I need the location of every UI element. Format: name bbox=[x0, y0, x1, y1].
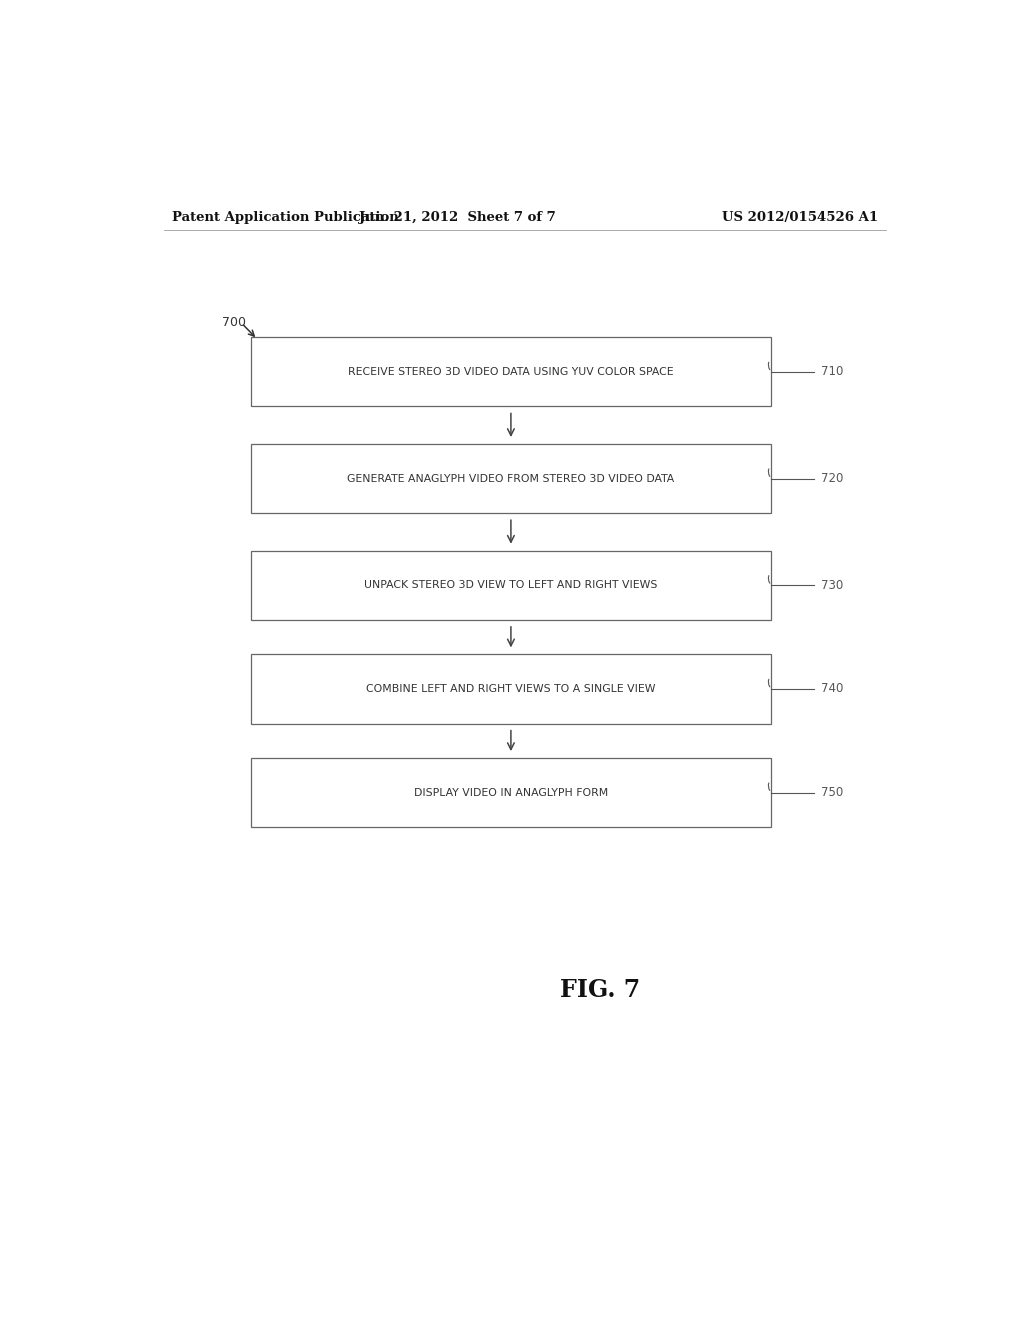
Bar bbox=[251, 655, 771, 723]
Text: FIG. 7: FIG. 7 bbox=[560, 978, 640, 1002]
Bar bbox=[251, 444, 771, 513]
Text: RECEIVE STEREO 3D VIDEO DATA USING YUV COLOR SPACE: RECEIVE STEREO 3D VIDEO DATA USING YUV C… bbox=[348, 367, 674, 376]
Text: 720: 720 bbox=[821, 473, 843, 484]
Text: 730: 730 bbox=[821, 578, 843, 591]
Bar bbox=[251, 338, 771, 407]
Text: 710: 710 bbox=[821, 366, 843, 379]
Bar bbox=[251, 758, 771, 828]
Text: 750: 750 bbox=[821, 787, 843, 799]
Text: GENERATE ANAGLYPH VIDEO FROM STEREO 3D VIDEO DATA: GENERATE ANAGLYPH VIDEO FROM STEREO 3D V… bbox=[347, 474, 675, 483]
Text: US 2012/0154526 A1: US 2012/0154526 A1 bbox=[722, 211, 878, 224]
Text: Patent Application Publication: Patent Application Publication bbox=[172, 211, 398, 224]
Bar bbox=[251, 550, 771, 620]
Text: UNPACK STEREO 3D VIEW TO LEFT AND RIGHT VIEWS: UNPACK STEREO 3D VIEW TO LEFT AND RIGHT … bbox=[365, 581, 657, 590]
Text: 700: 700 bbox=[221, 315, 246, 329]
Text: 740: 740 bbox=[821, 682, 843, 696]
Text: COMBINE LEFT AND RIGHT VIEWS TO A SINGLE VIEW: COMBINE LEFT AND RIGHT VIEWS TO A SINGLE… bbox=[367, 684, 655, 694]
Text: DISPLAY VIDEO IN ANAGLYPH FORM: DISPLAY VIDEO IN ANAGLYPH FORM bbox=[414, 788, 608, 797]
Text: Jun. 21, 2012  Sheet 7 of 7: Jun. 21, 2012 Sheet 7 of 7 bbox=[359, 211, 556, 224]
